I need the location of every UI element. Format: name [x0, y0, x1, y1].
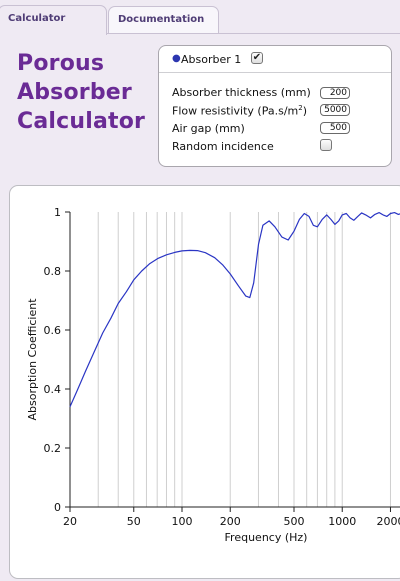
bullet-icon: ●: [172, 53, 181, 64]
x-axis-title: Frequency (Hz): [225, 531, 308, 544]
absorption-chart: 0 0.2 0.4 0.6 0.8 1 20 50 100 200 500 1000 2000 Frequ…: [26, 206, 400, 544]
x-tick-label: 100: [172, 515, 193, 528]
absorption-chart-card: 0 0.2 0.4 0.6 0.8 1 20 50 100 200 500 1000 2000 Frequ…: [9, 185, 400, 579]
resistivity-input[interactable]: 5000: [320, 104, 350, 116]
app-title: Porous Absorber Calculator: [17, 49, 152, 136]
thickness-input[interactable]: 200: [320, 87, 350, 99]
y-tick-label: 0.4: [44, 383, 62, 396]
absorber-header: ● Absorber 1 ✔: [159, 46, 391, 73]
tab-divider: [107, 33, 400, 34]
x-tick-label: 1000: [328, 515, 356, 528]
y-tick-label: 0.8: [44, 265, 62, 278]
resistivity-label-text: Flow resistivity (Pa.s/m: [172, 104, 299, 118]
resistivity-label-exponent: 2: [298, 104, 303, 112]
app-title-line-3: Calculator: [17, 109, 146, 134]
airgap-label: Air gap (mm): [172, 122, 245, 135]
x-tick-label: 200: [220, 515, 241, 528]
x-tick-label: 20: [63, 515, 77, 528]
y-tick-label: 0.6: [44, 324, 62, 337]
random-incidence-label: Random incidence: [172, 140, 274, 153]
y-tick-label: 0.2: [44, 442, 62, 455]
tab-calculator[interactable]: Calculator: [0, 5, 107, 35]
absorber-settings-panel: ● Absorber 1 ✔ Absorber thickness (mm) 2…: [158, 45, 392, 167]
resistivity-label: Flow resistivity (Pa.s/m2): [172, 104, 307, 118]
x-tick-label: 50: [127, 515, 141, 528]
x-tick-label: 2000: [376, 515, 400, 528]
thickness-label: Absorber thickness (mm): [172, 86, 311, 99]
random-incidence-checkbox[interactable]: [320, 139, 332, 151]
airgap-input[interactable]: 500: [320, 122, 350, 134]
absorption-curve: [69, 212, 400, 407]
app-title-line-1: Porous: [17, 51, 105, 76]
absorber-label: Absorber 1: [181, 53, 242, 66]
resistivity-label-close: ): [302, 104, 308, 118]
y-axis-title: Absorption Coefficient: [26, 298, 39, 421]
x-tick-label: 500: [284, 515, 305, 528]
app-title-line-2: Absorber: [17, 80, 132, 105]
absorber-enabled-checkbox[interactable]: ✔: [251, 52, 263, 64]
tab-bar: Calculator Documentation: [0, 0, 400, 35]
y-tick-label: 0: [54, 501, 61, 514]
checkmark-icon: ✔: [252, 52, 262, 63]
tab-documentation[interactable]: Documentation: [108, 6, 219, 34]
y-tick-label: 1: [54, 206, 61, 219]
